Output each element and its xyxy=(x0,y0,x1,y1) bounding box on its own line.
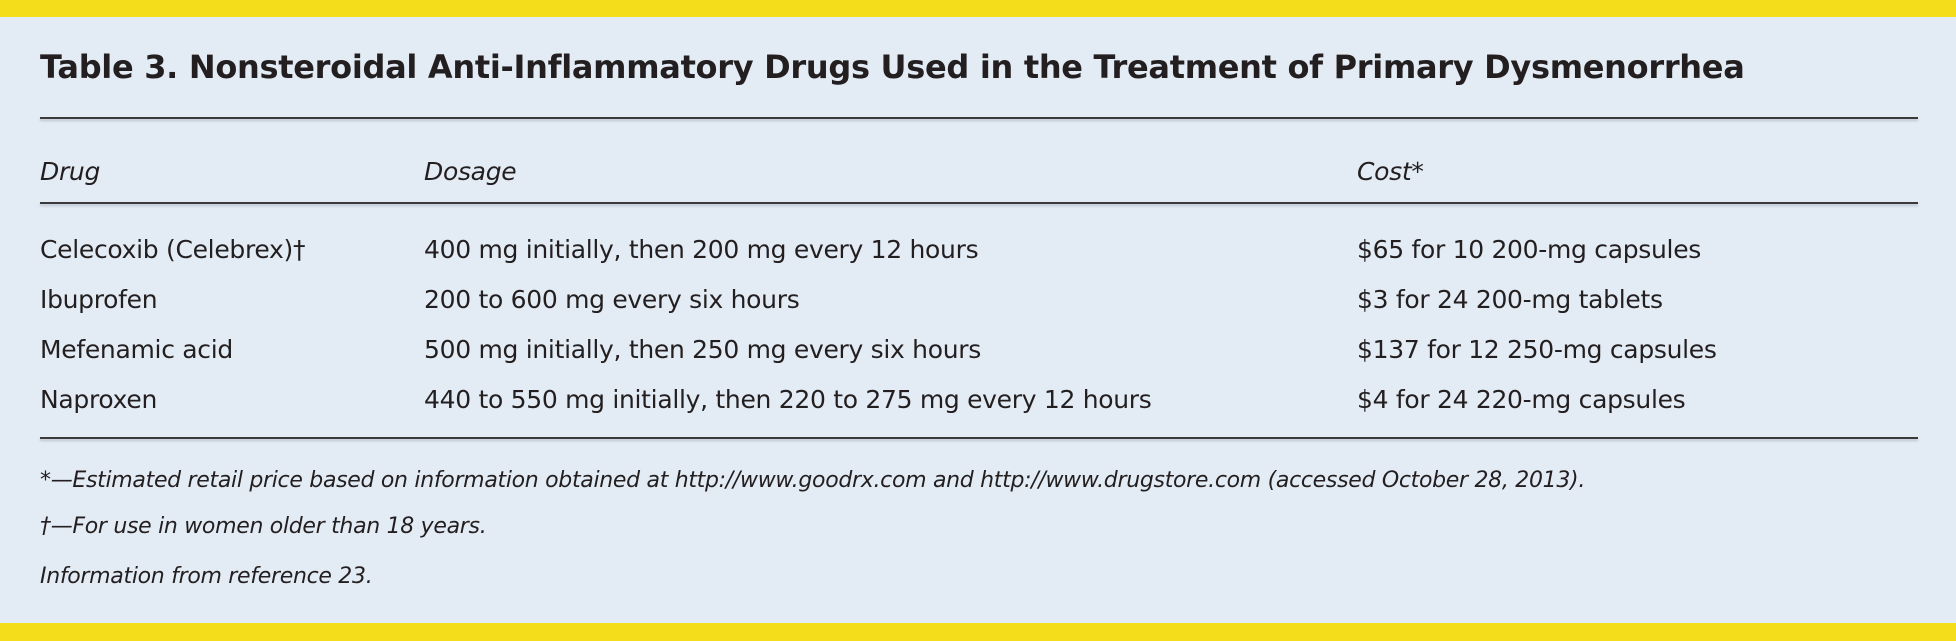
bottom-accent-bar xyxy=(0,623,1956,641)
source-note: Information from reference 23. xyxy=(40,564,373,589)
cell-drug: Naproxen xyxy=(40,385,157,414)
cell-cost: $65 for 10 200-mg capsules xyxy=(1357,235,1702,264)
column-header-dosage: Dosage xyxy=(424,157,517,186)
table-bottom-divider xyxy=(40,437,1918,439)
header-divider xyxy=(40,202,1918,204)
title-divider xyxy=(40,117,1918,119)
cell-dosage: 200 to 600 mg every six hours xyxy=(424,285,800,314)
cell-cost: $4 for 24 220-mg capsules xyxy=(1357,385,1686,414)
footnote-cost: *—Estimated retail price based on inform… xyxy=(40,468,1586,493)
cell-cost: $3 for 24 200-mg tablets xyxy=(1357,285,1663,314)
footnote-age: †—For use in women older than 18 years. xyxy=(40,514,487,539)
cell-cost: $137 for 12 250-mg capsules xyxy=(1357,335,1717,364)
column-header-drug: Drug xyxy=(40,157,101,186)
cell-dosage: 500 mg initially, then 250 mg every six … xyxy=(424,335,981,364)
cell-drug: Mefenamic acid xyxy=(40,335,233,364)
table-title: Table 3. Nonsteroidal Anti-Inflammatory … xyxy=(40,48,1745,86)
column-header-cost: Cost* xyxy=(1357,157,1424,186)
cell-drug: Ibuprofen xyxy=(40,285,158,314)
cell-drug: Celecoxib (Celebrex)† xyxy=(40,235,306,264)
cell-dosage: 440 to 550 mg initially, then 220 to 275… xyxy=(424,385,1152,414)
top-accent-bar xyxy=(0,0,1956,17)
cell-dosage: 400 mg initially, then 200 mg every 12 h… xyxy=(424,235,979,264)
